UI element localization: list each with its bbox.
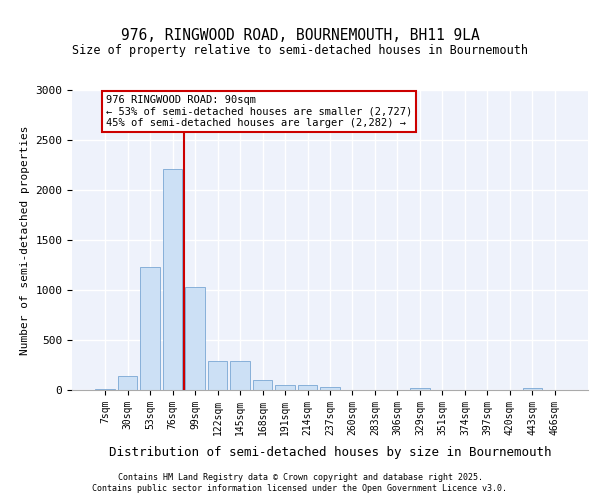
Bar	[95, 388, 115, 390]
Bar	[253, 380, 272, 390]
X-axis label: Distribution of semi-detached houses by size in Bournemouth: Distribution of semi-detached houses by …	[109, 446, 551, 459]
Text: 976, RINGWOOD ROAD, BOURNEMOUTH, BH11 9LA: 976, RINGWOOD ROAD, BOURNEMOUTH, BH11 9L…	[121, 28, 479, 42]
Bar	[208, 360, 227, 390]
Bar	[298, 384, 317, 390]
Text: 976 RINGWOOD ROAD: 90sqm
← 53% of semi-detached houses are smaller (2,727)
45% o: 976 RINGWOOD ROAD: 90sqm ← 53% of semi-d…	[106, 95, 412, 128]
Bar	[320, 387, 340, 390]
Text: Contains public sector information licensed under the Open Government Licence v3: Contains public sector information licen…	[92, 484, 508, 493]
Text: Size of property relative to semi-detached houses in Bournemouth: Size of property relative to semi-detach…	[72, 44, 528, 57]
Text: Contains HM Land Registry data © Crown copyright and database right 2025.: Contains HM Land Registry data © Crown c…	[118, 472, 482, 482]
Bar	[163, 169, 182, 390]
Bar	[523, 388, 542, 390]
Bar	[410, 388, 430, 390]
Bar	[118, 376, 137, 390]
Bar	[275, 384, 295, 390]
Bar	[230, 360, 250, 390]
Bar	[140, 267, 160, 390]
Bar	[185, 287, 205, 390]
Y-axis label: Number of semi-detached properties: Number of semi-detached properties	[20, 125, 30, 355]
